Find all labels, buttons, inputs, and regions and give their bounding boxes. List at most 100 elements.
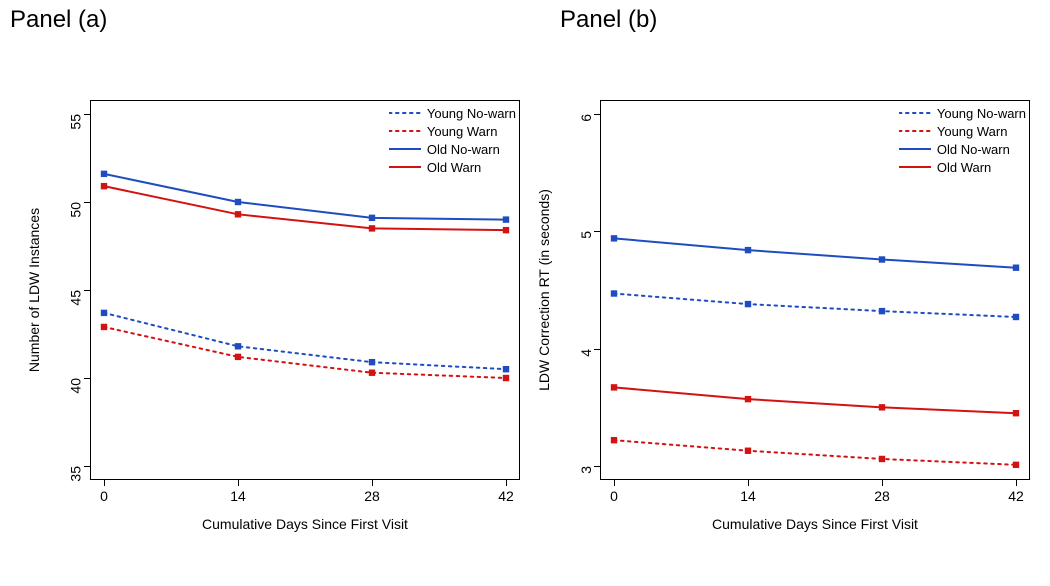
marker	[503, 227, 509, 233]
marker	[1013, 265, 1019, 271]
panel-a: Cumulative Days Since First Visit Number…	[90, 100, 520, 480]
marker	[745, 396, 751, 402]
x-tick-label: 42	[498, 488, 514, 504]
marker	[745, 448, 751, 454]
y-tick-label: 40	[68, 378, 84, 394]
series-line	[104, 174, 506, 220]
marker	[101, 324, 107, 330]
y-tick	[594, 466, 600, 467]
legend-label: Young Warn	[427, 124, 498, 139]
y-axis-label: Number of LDW Instances	[26, 208, 42, 372]
legend-swatch	[899, 122, 931, 140]
legend: Young No-warn Young Warn Old No-warn Old Wa…	[899, 104, 1026, 176]
marker	[503, 366, 509, 372]
legend-item: Old No-warn	[899, 140, 1026, 158]
x-tick-label: 28	[874, 488, 890, 504]
y-tick	[594, 114, 600, 115]
legend-item: Young No-warn	[899, 104, 1026, 122]
y-tick	[84, 466, 90, 467]
y-tick-label: 45	[68, 290, 84, 306]
legend-label: Young No-warn	[937, 106, 1026, 121]
legend: Young No-warn Young Warn Old No-warn Old Wa…	[389, 104, 516, 176]
marker	[101, 183, 107, 189]
y-tick	[84, 378, 90, 379]
legend-label: Old Warn	[937, 160, 991, 175]
panel-b: Cumulative Days Since First Visit LDW Co…	[600, 100, 1030, 480]
marker	[611, 437, 617, 443]
y-tick	[594, 231, 600, 232]
y-tick	[594, 349, 600, 350]
marker	[745, 247, 751, 253]
marker	[235, 199, 241, 205]
marker	[879, 404, 885, 410]
x-axis-label: Cumulative Days Since First Visit	[712, 516, 918, 532]
x-tick-label: 14	[740, 488, 756, 504]
series-line	[614, 387, 1016, 413]
marker	[101, 310, 107, 316]
y-tick-label: 50	[68, 202, 84, 218]
marker	[369, 215, 375, 221]
legend-item: Young No-warn	[389, 104, 516, 122]
marker	[611, 384, 617, 390]
marker	[879, 308, 885, 314]
legend-label: Young No-warn	[427, 106, 516, 121]
legend-item: Old Warn	[389, 158, 516, 176]
legend-item: Young Warn	[389, 122, 516, 140]
x-tick-label: 14	[230, 488, 246, 504]
series-line	[614, 238, 1016, 267]
legend-label: Old No-warn	[427, 142, 500, 157]
y-tick	[84, 202, 90, 203]
series-line	[104, 186, 506, 230]
legend-label: Old Warn	[427, 160, 481, 175]
marker	[879, 256, 885, 262]
legend-swatch	[389, 140, 421, 158]
y-tick-label: 5	[578, 231, 594, 239]
legend-label: Young Warn	[937, 124, 1008, 139]
marker	[503, 375, 509, 381]
y-tick-label: 6	[578, 114, 594, 122]
x-tick-label: 0	[100, 488, 108, 504]
x-tick-label: 0	[610, 488, 618, 504]
marker	[611, 235, 617, 241]
panel-b-title: Panel (b)	[560, 6, 657, 34]
legend-item: Old No-warn	[389, 140, 516, 158]
legend-item: Young Warn	[899, 122, 1026, 140]
series-line	[614, 440, 1016, 465]
marker	[1013, 314, 1019, 320]
x-tick	[614, 480, 615, 486]
legend-swatch	[389, 122, 421, 140]
x-tick	[1016, 480, 1017, 486]
series-line	[104, 313, 506, 369]
x-tick-label: 28	[364, 488, 380, 504]
marker	[879, 456, 885, 462]
legend-swatch	[899, 158, 931, 176]
marker	[1013, 410, 1019, 416]
legend-item: Old Warn	[899, 158, 1026, 176]
series-line	[614, 294, 1016, 317]
marker	[369, 359, 375, 365]
y-tick-label: 4	[578, 349, 594, 357]
x-tick	[748, 480, 749, 486]
marker	[745, 301, 751, 307]
marker	[101, 171, 107, 177]
legend-swatch	[899, 140, 931, 158]
panel-a-title: Panel (a)	[10, 6, 107, 34]
marker	[235, 211, 241, 217]
y-tick-label: 35	[68, 466, 84, 482]
legend-label: Old No-warn	[937, 142, 1010, 157]
marker	[1013, 462, 1019, 468]
x-tick	[104, 480, 105, 486]
marker	[235, 354, 241, 360]
x-tick	[238, 480, 239, 486]
x-tick	[882, 480, 883, 486]
x-tick	[372, 480, 373, 486]
x-tick	[506, 480, 507, 486]
marker	[235, 343, 241, 349]
y-tick	[84, 114, 90, 115]
legend-swatch	[899, 104, 931, 122]
marker	[503, 216, 509, 222]
y-tick-label: 55	[68, 114, 84, 130]
figure: Panel (a) Panel (b) Cumulative Days Sinc…	[0, 0, 1050, 586]
x-tick-label: 42	[1008, 488, 1024, 504]
y-tick	[84, 290, 90, 291]
